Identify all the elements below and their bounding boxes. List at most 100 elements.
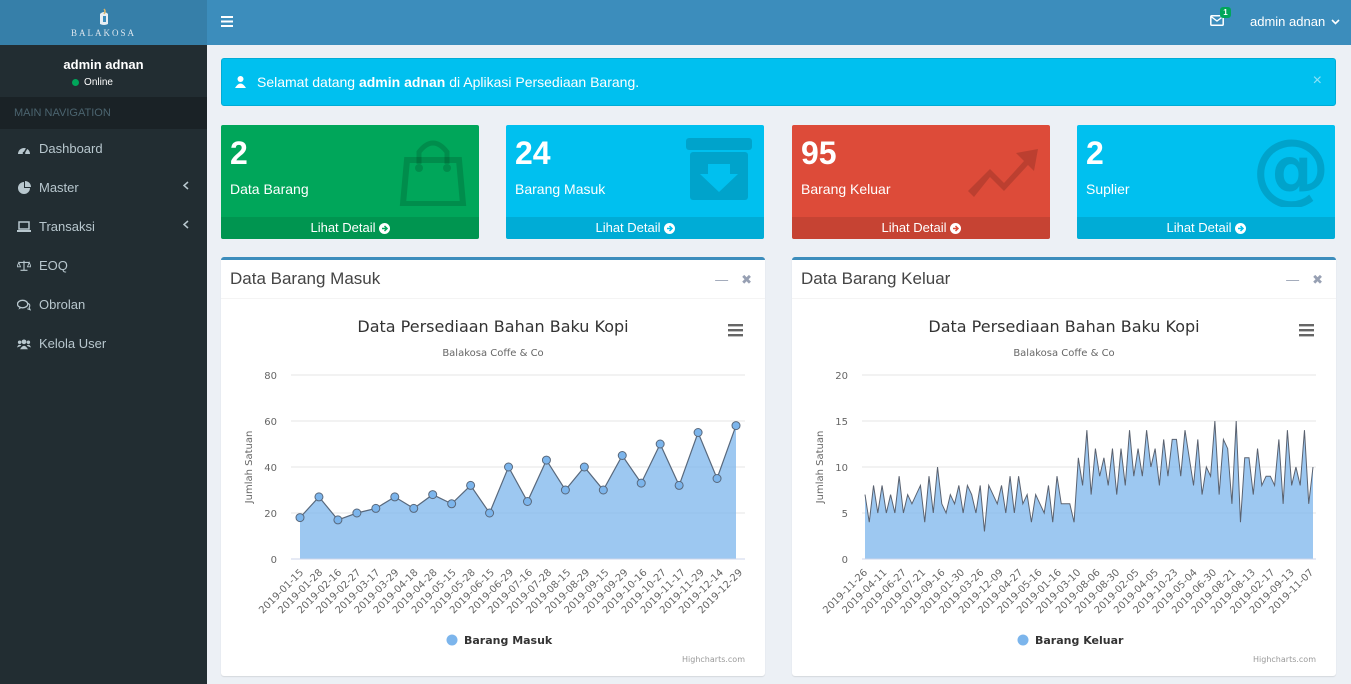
detail-link-label: Lihat Detail xyxy=(1166,220,1232,235)
data-point xyxy=(504,462,514,472)
hamburger-menu-icon[interactable] xyxy=(221,16,233,27)
close-button[interactable]: ✖ xyxy=(1312,272,1323,287)
data-point xyxy=(428,490,438,500)
sidebar-item-master[interactable]: Master xyxy=(0,168,207,207)
data-point xyxy=(617,451,627,460)
data-point xyxy=(295,513,305,523)
data-point xyxy=(485,508,495,518)
data-point xyxy=(693,428,703,437)
header-user-name: admin adnan xyxy=(1250,14,1326,29)
sidebar: BALAKOSA admin adnan Online MAIN NAVIGAT… xyxy=(0,0,207,684)
top-navbar: 1 admin adnan xyxy=(207,0,1351,45)
sidebar-item-eoq[interactable]: EOQ xyxy=(0,246,207,285)
panel-title: Data Barang Masuk xyxy=(230,269,381,288)
y-tick-label: 10 xyxy=(835,463,848,474)
detail-link[interactable]: Lihat Detail xyxy=(1077,217,1335,239)
arrow-circle-right-icon xyxy=(663,222,675,234)
chart-title: Data Persediaan Bahan Baku Kopi xyxy=(928,317,1199,336)
collapse-button[interactable]: — xyxy=(1286,272,1300,287)
panel-title: Data Barang Keluar xyxy=(801,269,951,288)
chart-legend[interactable]: Barang Masuk xyxy=(446,634,553,647)
sidebar-item-label: Kelola User xyxy=(39,336,107,351)
stat-number: 2 xyxy=(230,135,248,171)
chart-menu-icon[interactable] xyxy=(1299,324,1314,337)
chart-barang-masuk: Data Persediaan Bahan Baku Kopi Balakosa … xyxy=(244,317,745,664)
sidebar-item-label: EOQ xyxy=(39,258,68,273)
detail-link[interactable]: Lihat Detail xyxy=(221,217,479,239)
data-point xyxy=(560,485,570,495)
panel-barang-masuk: Data Barang Masuk — ✖ Data Persediaan Ba… xyxy=(221,257,765,676)
legend-marker xyxy=(1017,634,1029,646)
user-status: Online xyxy=(72,77,113,88)
sidebar-item-label: Master xyxy=(39,180,79,195)
series-area xyxy=(865,421,1313,559)
stat-number: 2 xyxy=(1086,135,1104,171)
detail-link[interactable]: Lihat Detail xyxy=(792,217,1050,239)
detail-link-label: Lihat Detail xyxy=(881,220,947,235)
dashboard-icon xyxy=(17,142,31,156)
collapse-button[interactable]: — xyxy=(715,272,729,287)
trend-up-icon xyxy=(968,149,1038,197)
menu-bar xyxy=(1299,329,1314,332)
menu-bar xyxy=(1299,324,1314,327)
y-tick-label: 80 xyxy=(264,371,277,382)
data-point xyxy=(333,515,343,525)
detail-link[interactable]: Lihat Detail xyxy=(506,217,764,239)
arrow-circle-right-icon xyxy=(378,222,390,234)
chart-subtitle: Balakosa Coffe & Co xyxy=(1013,348,1114,359)
stat-number: 95 xyxy=(801,135,837,171)
panel-tools: — ✖ xyxy=(715,272,752,288)
y-tick-label: 5 xyxy=(842,509,848,520)
data-point xyxy=(636,478,646,488)
sidebar-item-transaksi[interactable]: Transaksi xyxy=(0,207,207,246)
alert-close-button[interactable]: × xyxy=(1312,72,1322,89)
panel-header: Data Barang Keluar — ✖ xyxy=(792,260,1336,299)
stat-label: Suplier xyxy=(1086,181,1130,197)
y-tick-label: 15 xyxy=(835,417,848,428)
y-tick-label: 0 xyxy=(271,555,277,566)
stat-label: Data Barang xyxy=(230,181,309,197)
sidebar-item-label: Dashboard xyxy=(39,141,103,156)
data-point xyxy=(731,421,741,431)
chart-credits: Highcharts.com xyxy=(1253,655,1316,664)
chart-menu-icon[interactable] xyxy=(728,324,743,337)
chevron-left-icon xyxy=(183,220,189,229)
data-point xyxy=(712,474,722,483)
mail-count-badge: 1 xyxy=(1220,7,1231,18)
sidebar-item-label: Transaksi xyxy=(39,219,95,234)
envelope-icon[interactable] xyxy=(1210,15,1224,26)
sidebar-user-name: admin adnan xyxy=(63,57,144,72)
stat-label: Barang Keluar xyxy=(801,181,891,197)
legend-label: Barang Masuk xyxy=(464,634,553,647)
sidebar-item-label: Obrolan xyxy=(39,297,86,312)
data-point xyxy=(409,503,419,513)
data-point xyxy=(447,499,457,509)
logo[interactable]: BALAKOSA xyxy=(0,0,207,45)
sidebar-item-obrolan[interactable]: Obrolan xyxy=(0,285,207,324)
close-button[interactable]: ✖ xyxy=(741,272,752,287)
svg-text:@: @ xyxy=(1253,131,1329,207)
sidebar-item-kelola-user[interactable]: Kelola User xyxy=(0,324,207,363)
user-status-label: Online xyxy=(84,77,113,88)
y-tick-label: 20 xyxy=(835,371,848,382)
y-tick-label: 60 xyxy=(264,417,277,428)
alert-user: admin adnan xyxy=(358,74,446,90)
stat-label: Barang Masuk xyxy=(515,181,606,197)
at-icon: @ xyxy=(1253,131,1329,207)
user-menu[interactable]: admin adnan xyxy=(1250,14,1340,29)
stat-box-suplier: 2 Suplier @ Lihat Detail xyxy=(1077,125,1335,239)
data-point xyxy=(655,439,665,449)
data-point xyxy=(674,480,684,490)
stat-number: 24 xyxy=(515,135,551,171)
sidebar-item-dashboard[interactable]: Dashboard xyxy=(0,129,207,168)
menu-bar xyxy=(728,329,743,332)
stat-box-barang-masuk: 24 Barang Masuk Lihat Detail xyxy=(506,125,764,239)
chart-legend[interactable]: Barang Keluar xyxy=(1017,634,1125,647)
logo-mark-icon xyxy=(99,7,108,25)
chart-title: Data Persediaan Bahan Baku Kopi xyxy=(357,317,628,336)
y-tick-label: 40 xyxy=(264,463,277,474)
user-panel: admin adnan Online xyxy=(0,45,207,97)
data-point xyxy=(371,503,381,513)
welcome-alert: Selamat datang admin adnan di Aplikasi P… xyxy=(221,58,1336,106)
online-dot-icon xyxy=(72,79,80,86)
